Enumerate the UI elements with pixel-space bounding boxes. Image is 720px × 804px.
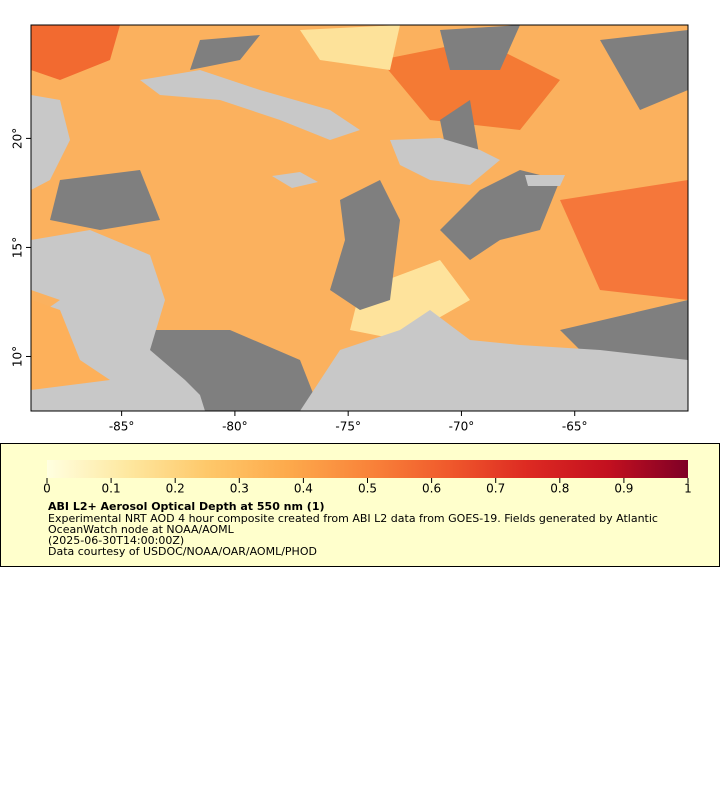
x-tick-label: -70°	[449, 420, 475, 434]
colorbar-tick-label: 0.4	[294, 482, 313, 496]
no-data	[330, 180, 400, 310]
colorbar-tick-label: 0.9	[614, 482, 633, 496]
x-tick-label: -85°	[109, 420, 135, 434]
no-data	[50, 100, 688, 380]
map-frame	[30, 24, 689, 412]
land-hispaniola	[390, 138, 500, 185]
x-tick-label: -65°	[562, 420, 588, 434]
x-tick-label: -80°	[222, 420, 248, 434]
legend-line: Data courtesy of USDOC/NOAA/OAR/AOML/PHO…	[48, 545, 317, 558]
y-tick-label: 10°	[11, 346, 25, 367]
legend-title: ABI L2+ Aerosol Optical Depth at 550 nm …	[48, 500, 325, 513]
colorbar-tick-label: 0.6	[422, 482, 441, 496]
aod-high	[380, 40, 560, 130]
land-yucatan	[31, 95, 70, 190]
colorbar-tick-label: 0.8	[550, 482, 569, 496]
aod-high	[560, 180, 688, 300]
legend-line: (2025-06-30T14:00:00Z)	[48, 534, 184, 547]
land-puerto-rico	[525, 175, 565, 186]
y-tick-label: 20°	[11, 128, 25, 149]
land-cuba	[140, 70, 360, 140]
colorbar-tick-label: 0.1	[102, 482, 121, 496]
map-raster	[31, 25, 688, 411]
no-data	[190, 25, 688, 110]
aod-low	[350, 260, 470, 340]
land-south-america	[300, 310, 688, 411]
colorbar-tick-label: 0.5	[358, 482, 377, 496]
y-tick-label: 15°	[11, 237, 25, 258]
colorbar-tick-label: 0	[43, 482, 51, 496]
land-jamaica	[272, 172, 318, 188]
x-tick-label: -75°	[335, 420, 361, 434]
colorbar-tick-label: 0.7	[486, 482, 505, 496]
aod-field	[31, 300, 110, 390]
legend-line: Experimental NRT AOD 4 hour composite cr…	[48, 512, 658, 525]
colorbar-tick-label: 1	[684, 482, 692, 496]
colorbar-tick-label: 0.3	[230, 482, 249, 496]
aod-low	[300, 25, 400, 70]
aod-high	[31, 25, 120, 80]
colorbar-tick-label: 0.2	[166, 482, 185, 496]
colorbar	[47, 460, 688, 478]
no-data	[440, 170, 560, 260]
legend-line: OceanWatch node at NOAA/AOML	[48, 523, 235, 536]
